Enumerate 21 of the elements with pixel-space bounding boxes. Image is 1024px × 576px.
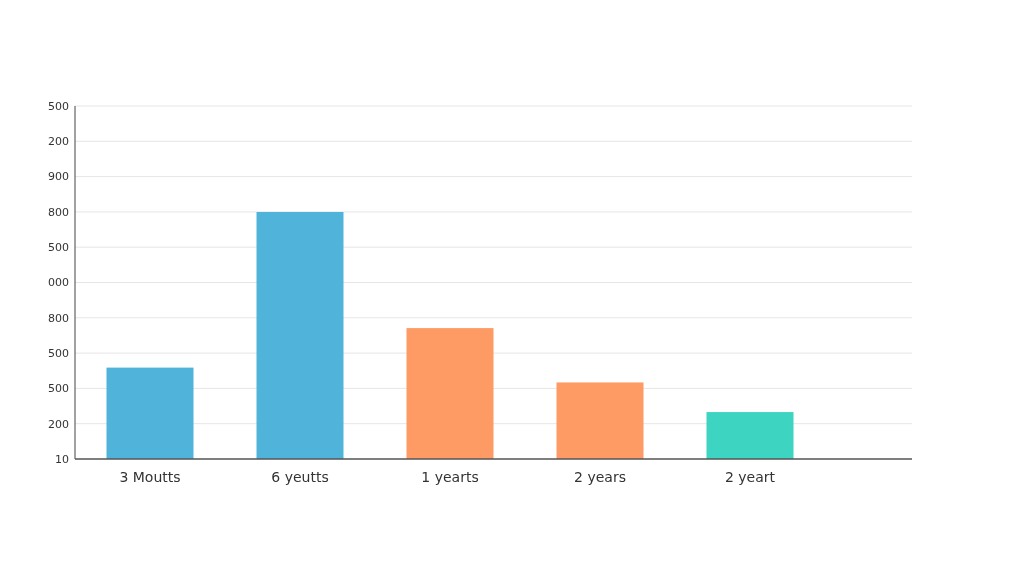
- x-tick-label: 2 yeart: [724, 469, 776, 485]
- bar: [406, 328, 494, 459]
- bar: [706, 412, 794, 459]
- bar: [106, 367, 194, 459]
- x-tick-label: 1 yearts: [421, 469, 479, 485]
- text: 500: [48, 99, 69, 113]
- text: 200: [48, 417, 69, 431]
- text: 10: [55, 452, 69, 466]
- text: 500: [48, 346, 69, 360]
- bar: [256, 212, 344, 459]
- text: 800: [48, 311, 69, 325]
- text: 000: [48, 276, 69, 290]
- x-tick-label: 6 yeutts: [271, 469, 329, 485]
- text: 800: [48, 205, 69, 219]
- text: 200: [48, 135, 69, 149]
- text: 500: [48, 382, 69, 396]
- text: 500: [48, 241, 69, 255]
- x-tick-label: 3 Moutts: [119, 469, 181, 485]
- bar: [556, 382, 644, 459]
- x-tick-label: 2 years: [574, 469, 626, 485]
- text: 900: [48, 170, 69, 184]
